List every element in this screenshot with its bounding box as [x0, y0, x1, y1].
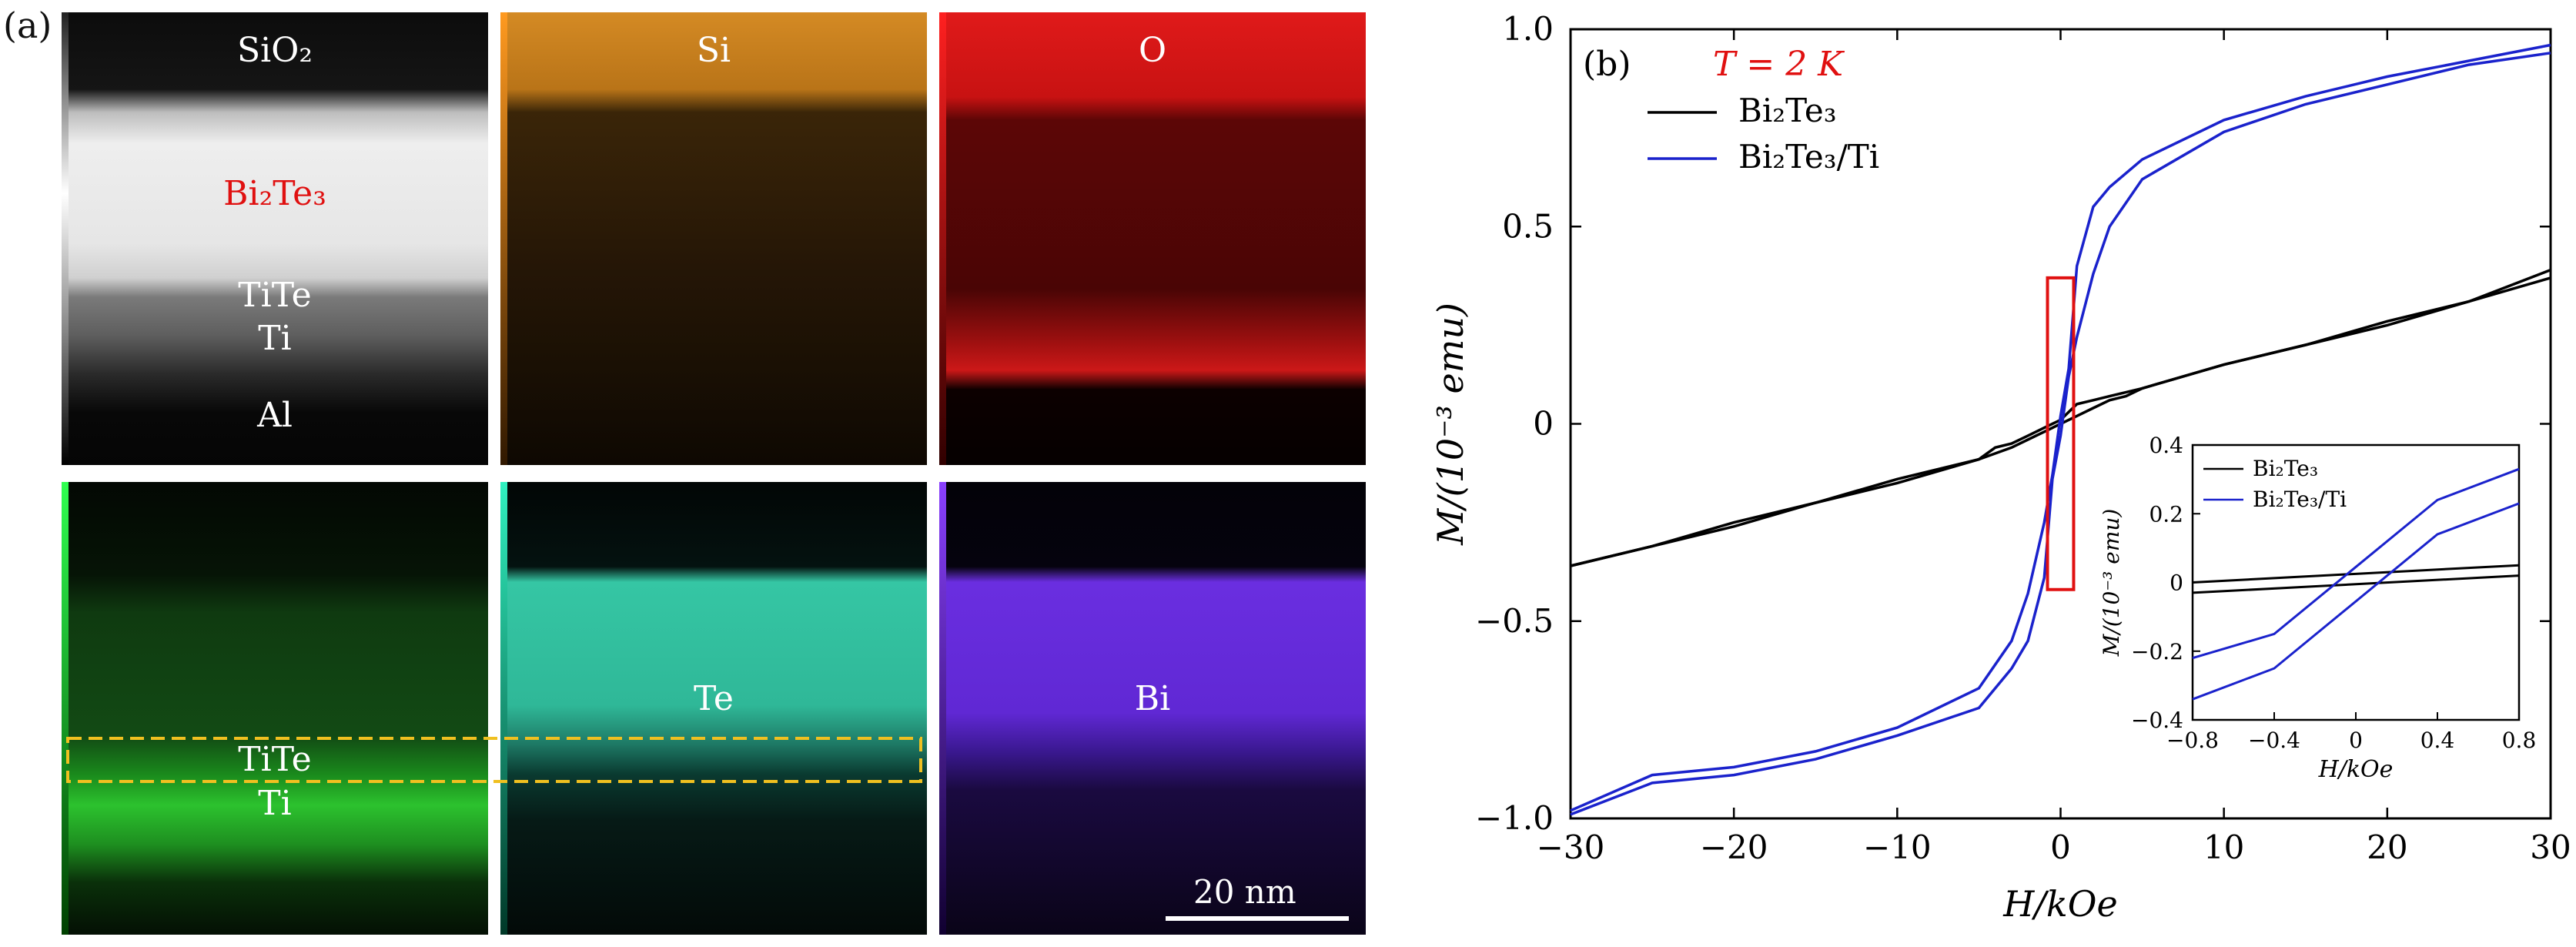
bi-map: Bi 20 nm	[939, 482, 1366, 935]
x-tick-label: 10	[2203, 828, 2244, 866]
legend-label: Bi₂Te₃	[1738, 92, 1837, 129]
inset-series-line	[2192, 502, 2520, 701]
main-plot: −30 −20 −10 0 10 20 30 −1.0 −0.5 0 0.5 1.0 H/kOe M/(1…	[1430, 10, 2571, 925]
x-tick-label: 0	[2050, 828, 2071, 866]
panel-b-letter: (b)	[1583, 45, 1631, 84]
y-axis-label: M/(10⁻³ emu)	[1430, 303, 1471, 546]
tite-label-2: TiTe	[238, 740, 312, 779]
y-tick-label: −0.5	[1475, 602, 1554, 640]
grayscale-bar	[62, 12, 69, 465]
y-tick-label: 0.5	[1502, 207, 1554, 245]
inset-x-tick-label: 0.8	[2502, 728, 2537, 753]
series-line-lower	[1570, 276, 2551, 567]
inset-legend-label: Bi₂Te₃/Ti	[2253, 487, 2347, 512]
si-label: Si	[696, 31, 731, 70]
x-axis-label: H/kOe	[2002, 883, 2117, 925]
x-tick-label: −30	[1537, 828, 1605, 866]
inset-frame	[2191, 443, 2521, 721]
inset-x-tick-label: 0	[2349, 728, 2363, 753]
panel-a-letter: (a)	[3, 5, 52, 46]
te-map: Te	[500, 482, 927, 935]
x-tick-label: 30	[2530, 828, 2571, 866]
inset-x-axis-label: H/kOe	[2318, 756, 2394, 783]
inset-legend-label: Bi₂Te₃	[2253, 456, 2318, 481]
inset-y-tick-label: −0.2	[2131, 639, 2183, 664]
y-tick-label: −1.0	[1475, 799, 1554, 837]
ti-label: Ti	[258, 319, 292, 358]
haadf-image: SiO₂ Bi₂Te₃ TiTe Ti Al	[62, 12, 488, 465]
inset-plot: −0.8 −0.4 0 0.4 0.8−0.4−0.200.20.4H/kOeM/(10…	[2099, 433, 2536, 783]
sio2-label: SiO₂	[237, 31, 313, 70]
temperature-label: T = 2 K	[1713, 45, 1845, 84]
bi-color-bar	[939, 482, 946, 935]
x-tick-label: −20	[1700, 828, 1768, 866]
bi-label: Bi	[1134, 679, 1171, 718]
ti-map: TiTe Ti	[62, 482, 488, 935]
te-color-bar	[500, 482, 507, 935]
zoom-region-box	[2046, 276, 2076, 591]
inset-y-axis-label: M/(10⁻³ emu)	[2099, 509, 2124, 658]
si-map: Si	[500, 12, 927, 465]
mh-chart: −30 −20 −10 0 10 20 30 −1.0 −0.5 0 0.5 1.0 H/kOe M/(1…	[1430, 10, 2571, 925]
x-tick-label: 20	[2367, 828, 2407, 866]
scale-bar	[1166, 916, 1349, 921]
inset-y-tick-label: −0.4	[2131, 708, 2183, 733]
inset-x-tick-label: −0.8	[2166, 728, 2219, 753]
inset-x-tick-label: −0.4	[2248, 728, 2300, 753]
ti-color-bar	[62, 482, 69, 935]
inset-y-tick-label: 0.2	[2149, 501, 2183, 527]
tite-region-box	[66, 737, 922, 783]
al-label: Al	[257, 396, 293, 435]
te-label: Te	[694, 679, 734, 718]
inset-y-tick-label: 0	[2170, 571, 2183, 596]
o-map: O	[939, 12, 1366, 465]
o-label: O	[1138, 31, 1167, 70]
inset-series-line	[2192, 467, 2520, 660]
inset-series-line	[2192, 564, 2520, 584]
x-tick-label: −10	[1863, 828, 1932, 866]
inset-series-line	[2192, 574, 2520, 594]
inset-y-tick-label: 0.4	[2149, 433, 2183, 458]
series-line-upper	[1570, 43, 2551, 812]
inset-x-tick-label: 0.4	[2420, 728, 2455, 753]
y-tick-label: 1.0	[1502, 10, 1554, 48]
tite-label: TiTe	[238, 276, 312, 315]
scale-bar-label: 20 nm	[1193, 873, 1296, 911]
bi2te3-label: Bi₂Te₃	[223, 174, 326, 213]
series-line-lower	[1570, 52, 2551, 816]
o-color-bar	[939, 12, 946, 465]
ti-label-2: Ti	[258, 784, 292, 823]
si-color-bar	[500, 12, 507, 465]
legend-label: Bi₂Te₃/Ti	[1738, 138, 1879, 176]
y-tick-label: 0	[1533, 405, 1554, 443]
